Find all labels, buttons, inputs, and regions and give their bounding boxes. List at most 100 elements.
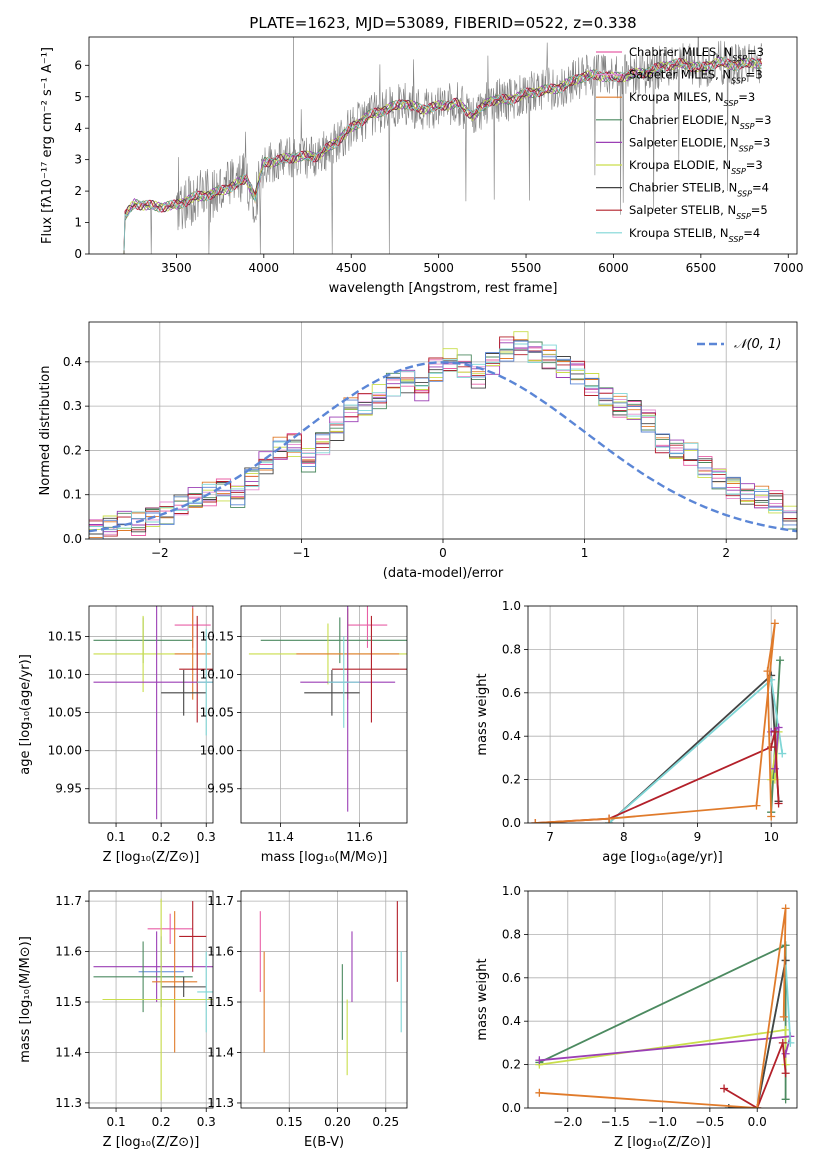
mass-vs-ebv-xtick-label: 0.25 xyxy=(372,1115,399,1129)
model-spectrum-line xyxy=(123,57,763,250)
legend-entry: Salpeter ELODIE, NSSP=3 xyxy=(629,135,770,153)
age-vs-z-ytick-label: 10.10 xyxy=(48,668,82,682)
residuals-xtick-label: −1 xyxy=(293,546,311,560)
residuals-ytick-label: 0.3 xyxy=(63,399,82,413)
weight-vs-z-ytick-label: 0.8 xyxy=(502,927,521,941)
spectrum-ylabel: Flux [fλ10⁻¹⁷ erg cm⁻² s⁻¹ A⁻¹] xyxy=(40,47,55,244)
mass-vs-z-ylabel: mass [log₁₀(M/M⊙)] xyxy=(18,936,33,1063)
mass-vs-z-ytick-label: 11.5 xyxy=(55,995,82,1009)
age-vs-mass-axes: 11.4 11.6 9.95 10.00 10.05 10.10 10.15 mass [lo… xyxy=(200,605,408,865)
mass-vs-z-xlabel: Z [log₁₀(Z/Z⊙)] xyxy=(103,1135,200,1150)
weight-vs-age-ytick-label: 0.0 xyxy=(502,816,521,830)
weight-series-marker xyxy=(779,1012,788,1021)
mass-vs-ebv-plot-area xyxy=(259,901,402,1076)
weight-series-marker xyxy=(752,801,761,810)
age-vs-z-xtick-label: 0.1 xyxy=(107,830,126,844)
weight-vs-z-ytick-label: 0.0 xyxy=(502,1101,521,1115)
age-vs-mass-ytick-label: 10.10 xyxy=(200,668,234,682)
mass-vs-z-xtick-label: 0.1 xyxy=(107,1115,126,1129)
mass-vs-ebv-ytick-label: 11.5 xyxy=(207,995,234,1009)
mass-vs-ebv-axes: 0.15 0.20 0.25 11.3 11.4 11.5 11.6 11.7 E(B-V) xyxy=(207,890,408,1150)
mass-vs-z-axes: 0.1 0.2 0.3 11.3 11.4 11.5 11.6 11.7 Z [log₁₀(Z/… xyxy=(18,890,216,1150)
weight-vs-z-axes: −2.0 −1.5 −1.0 −0.5 0.0 0.0 0.2 0.4 0.6 0.8 1.0 Z [… xyxy=(475,884,798,1150)
age-vs-z-frame xyxy=(88,605,214,824)
residuals-ylabel: Normed distribution xyxy=(38,366,53,496)
weight-vs-z-ytick-label: 0.4 xyxy=(502,1014,521,1028)
spectrum-ytick-label: 4 xyxy=(74,121,82,135)
residuals-frame xyxy=(88,321,798,540)
weight-vs-age-axes: 7 8 9 10 0.0 0.2 0.4 0.6 0.8 1.0 age [log₁₀(age/yr… xyxy=(475,599,798,865)
age-vs-z-xlabel: Z [log₁₀(Z/Z⊙)] xyxy=(103,850,200,865)
weight-vs-z-xtick-label: −0.5 xyxy=(695,1115,724,1129)
weight-series-line xyxy=(539,908,787,1108)
weight-vs-age-plot-area xyxy=(531,619,787,823)
weight-vs-age-ytick-label: 0.2 xyxy=(502,773,521,787)
mass-vs-ebv-xlabel: E(B-V) xyxy=(304,1135,344,1150)
weight-series-line xyxy=(723,1042,787,1108)
weight-series-marker xyxy=(781,1069,790,1078)
weight-series-marker xyxy=(767,812,776,821)
weight-vs-age-ytick-label: 1.0 xyxy=(502,599,521,613)
spectrum-ytick-label: 3 xyxy=(74,153,82,167)
model-spectrum-line xyxy=(123,58,762,253)
weight-series-line xyxy=(728,960,787,1108)
spectrum-xtick-label: 5000 xyxy=(423,261,454,275)
spectrum-xtick-label: 6000 xyxy=(598,261,629,275)
residuals-xtick-label: −2 xyxy=(151,546,169,560)
weight-series-marker xyxy=(778,1038,787,1047)
mass-vs-ebv-xtick-label: 0.20 xyxy=(324,1115,351,1129)
spectrum-ytick-label: 2 xyxy=(74,184,82,198)
age-vs-z-xtick-label: 0.3 xyxy=(197,830,216,844)
weight-series-marker xyxy=(535,1056,544,1065)
mass-vs-z-frame xyxy=(88,890,214,1109)
weight-series-marker xyxy=(605,814,614,823)
spectrum-ytick-label: 0 xyxy=(74,247,82,261)
legend-entry: Chabrier ELODIE, NSSP=3 xyxy=(629,113,771,131)
legend-entry: Kroupa STELIB, NSSP=4 xyxy=(629,226,760,244)
weight-series-marker xyxy=(781,1095,790,1104)
weight-vs-age-ylabel: mass weight xyxy=(475,673,490,755)
weight-vs-age-ytick-label: 0.8 xyxy=(502,642,521,656)
weight-series-marker xyxy=(531,819,540,823)
weight-series-marker xyxy=(535,1088,544,1097)
residuals-xtick-label: 0 xyxy=(439,546,447,560)
mass-vs-z-xtick-label: 0.3 xyxy=(197,1115,216,1129)
weight-series-marker xyxy=(770,619,779,628)
residuals-axes: −2 −1 0 1 2 0.0 0.1 0.2 0.3 0.4 (data-model)/error… xyxy=(38,321,798,581)
spectrum-frame xyxy=(88,36,798,255)
residuals-xtick-label: 1 xyxy=(581,546,589,560)
mass-vs-z-ytick-label: 11.4 xyxy=(55,1045,82,1059)
legend-entry: Chabrier MILES, NSSP=3 xyxy=(629,45,764,63)
spectrum-xtick-label: 5500 xyxy=(511,261,542,275)
age-vs-mass-xlabel: mass [log₁₀(M/M⊙)] xyxy=(261,850,388,865)
weight-vs-age-ytick-label: 0.4 xyxy=(502,729,521,743)
weight-vs-age-ytick-label: 0.6 xyxy=(502,686,521,700)
model-spectrum-line xyxy=(123,58,762,254)
age-vs-z-ytick-label: 10.15 xyxy=(48,629,82,643)
mass-vs-z-plot-area xyxy=(93,898,213,1101)
residuals-plot-area xyxy=(89,331,797,539)
age-vs-mass-ytick-label: 10.05 xyxy=(200,706,234,720)
legend-entry: Kroupa MILES, NSSP=3 xyxy=(629,90,755,108)
age-vs-mass-ytick-label: 10.00 xyxy=(200,744,234,758)
weight-series-marker xyxy=(781,904,790,913)
mass-vs-z-ytick-label: 11.6 xyxy=(55,945,82,959)
mass-vs-z-ytick-label: 11.3 xyxy=(55,1096,82,1110)
weight-vs-age-frame xyxy=(527,605,798,824)
weight-series-marker xyxy=(774,799,783,808)
spectrum-ytick-label: 1 xyxy=(74,216,82,230)
weight-vs-age-xtick-label: 9 xyxy=(694,830,702,844)
weight-series-marker xyxy=(720,1084,729,1093)
model-spectrum-line xyxy=(123,57,762,251)
mass-vs-ebv-ytick-label: 11.7 xyxy=(207,894,234,908)
weight-vs-z-xtick-label: −2.0 xyxy=(553,1115,582,1129)
age-vs-mass-plot-area xyxy=(248,606,407,812)
spectrum-xtick-label: 4500 xyxy=(336,261,367,275)
model-spectrum-line xyxy=(123,56,762,254)
age-vs-mass-xtick-label: 11.6 xyxy=(346,830,373,844)
weight-series-marker xyxy=(753,1104,762,1108)
mass-vs-z-ytick-label: 11.7 xyxy=(55,894,82,908)
weight-series-marker xyxy=(786,1038,795,1047)
weight-vs-z-xtick-label: −1.5 xyxy=(601,1115,630,1129)
weight-vs-z-xlabel: Z [log₁₀(Z/Z⊙)] xyxy=(614,1135,711,1150)
